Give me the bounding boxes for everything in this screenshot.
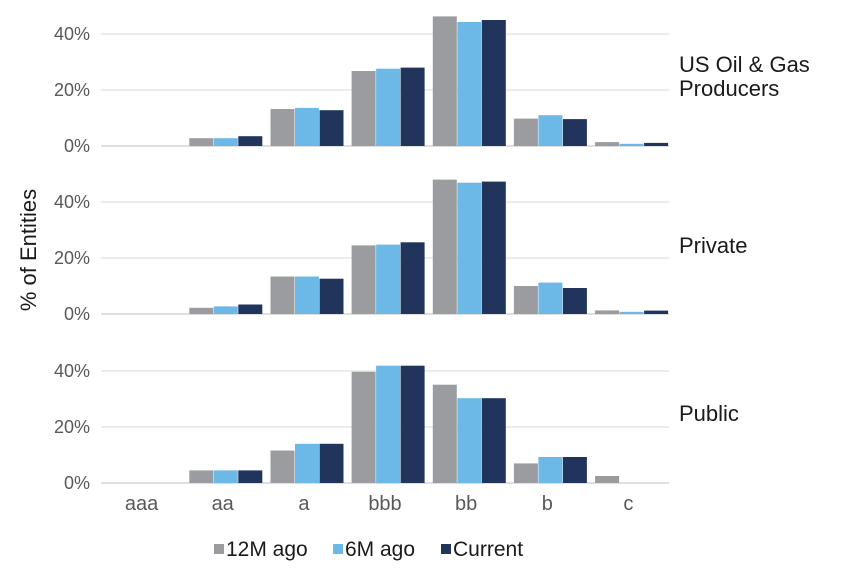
legend-label: 12M ago <box>226 538 308 561</box>
x-tick-label: b <box>542 493 553 515</box>
x-tick-label: a <box>298 493 310 515</box>
bar-bb-6m-ago <box>457 182 482 314</box>
bar-b-current <box>562 288 587 314</box>
bar-bb-current <box>481 181 506 314</box>
x-tick-label: aaa <box>125 493 159 515</box>
panel-3: 0% 20% 40% Public <box>54 361 739 493</box>
bar-b-6m-ago <box>538 282 563 314</box>
legend: 12M ago 6M ago Current <box>214 538 523 561</box>
panel-label: Public <box>679 401 739 426</box>
bar-bb-12m-ago <box>432 384 457 483</box>
y-axis-label: % of Entities <box>16 189 41 311</box>
legend-swatch <box>214 544 224 554</box>
bar-b-6m-ago <box>538 115 563 146</box>
bar-b-current <box>562 119 587 146</box>
panel-label: US Oil & Gas <box>679 52 810 77</box>
bar-c-12m-ago <box>595 310 620 314</box>
bar-bb-current <box>481 398 506 483</box>
y-tick-label: 0% <box>64 304 90 324</box>
bar-c-6m-ago <box>619 143 644 146</box>
y-tick-label: 20% <box>54 417 90 437</box>
bar-aa-12m-ago <box>189 470 214 483</box>
bar-c-current <box>644 142 669 146</box>
bar-b-12m-ago <box>513 118 538 146</box>
x-tick-label: bbb <box>368 493 401 515</box>
x-tick-label: bb <box>455 493 477 515</box>
panel-2: 0% 20% 40% Private <box>54 179 747 324</box>
bar-b-6m-ago <box>538 457 563 483</box>
y-tick-label: 20% <box>54 248 90 268</box>
bar-a-current <box>319 278 344 314</box>
bar-aa-6m-ago <box>213 470 238 483</box>
bar-bb-12m-ago <box>432 179 457 314</box>
bar-a-6m-ago <box>295 443 319 483</box>
legend-swatch <box>333 544 343 554</box>
y-tick-label: 20% <box>54 80 90 100</box>
y-tick-label: 40% <box>54 192 90 212</box>
bar-b-12m-ago <box>513 463 538 483</box>
bar-a-6m-ago <box>295 276 319 314</box>
bar-bbb-current <box>400 242 425 314</box>
x-axis: aaa aa a bbb bb b c <box>125 493 633 515</box>
bar-bb-6m-ago <box>457 22 482 146</box>
legend-label: Current <box>453 538 523 561</box>
bar-c-12m-ago <box>595 476 620 483</box>
bar-bb-current <box>481 20 506 146</box>
bar-aa-current <box>238 136 263 146</box>
bar-a-12m-ago <box>270 450 295 483</box>
bar-bbb-6m-ago <box>376 244 401 314</box>
bar-aa-current <box>238 304 263 314</box>
y-tick-label: 0% <box>64 473 90 493</box>
bar-bb-6m-ago <box>457 398 482 483</box>
bar-a-current <box>319 110 344 146</box>
bar-bbb-12m-ago <box>351 371 376 483</box>
bar-aa-12m-ago <box>189 138 214 146</box>
bar-b-12m-ago <box>513 286 538 314</box>
bar-aa-6m-ago <box>213 306 238 314</box>
bar-c-12m-ago <box>595 142 620 146</box>
bar-a-current <box>319 443 344 483</box>
bar-bbb-6m-ago <box>376 68 401 146</box>
bar-bbb-current <box>400 365 425 483</box>
x-tick-label: aa <box>212 493 235 515</box>
bar-c-6m-ago <box>619 311 644 314</box>
bar-bb-12m-ago <box>432 16 457 147</box>
bar-bbb-current <box>400 67 425 146</box>
bar-a-12m-ago <box>270 109 295 146</box>
bar-a-6m-ago <box>295 107 319 146</box>
y-tick-label: 40% <box>54 361 90 381</box>
legend-swatch <box>441 544 451 554</box>
panel-label: Private <box>679 233 747 258</box>
bar-bbb-6m-ago <box>376 365 401 483</box>
bar-a-12m-ago <box>270 276 295 314</box>
bar-bbb-12m-ago <box>351 245 376 314</box>
bar-aa-12m-ago <box>189 307 214 314</box>
bar-b-current <box>562 457 587 483</box>
bar-c-current <box>644 310 669 314</box>
y-tick-label: 40% <box>54 24 90 44</box>
x-tick-label: c <box>623 493 633 515</box>
bar-aa-6m-ago <box>213 138 238 146</box>
legend-label: 6M ago <box>345 538 415 561</box>
y-tick-label: 0% <box>64 136 90 156</box>
bar-bbb-12m-ago <box>351 71 376 146</box>
bar-aa-current <box>238 470 263 483</box>
panel-label: Producers <box>679 76 779 101</box>
